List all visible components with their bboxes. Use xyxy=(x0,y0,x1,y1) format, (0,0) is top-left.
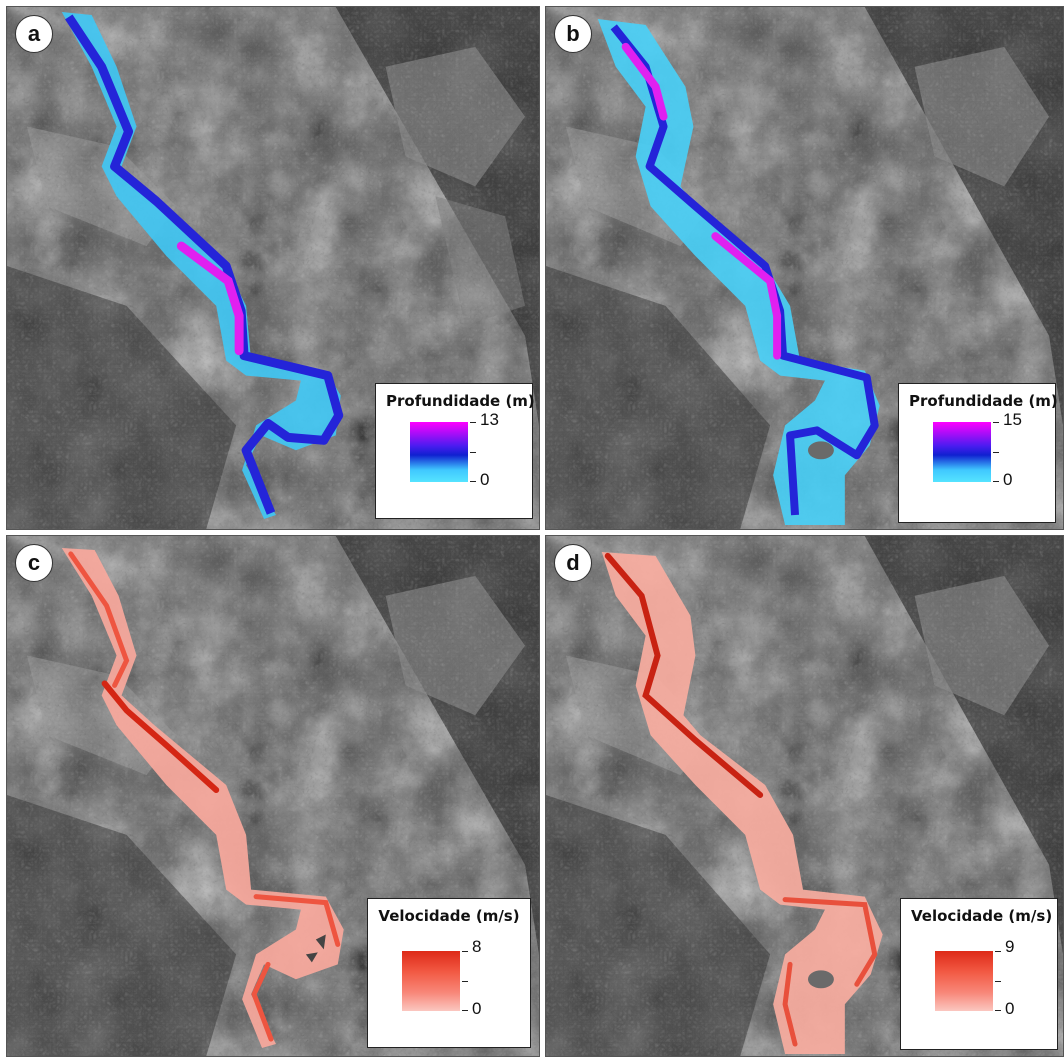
legend-tick-min xyxy=(993,481,999,482)
river-channel-deep xyxy=(610,24,879,516)
legend-max-value: 13 xyxy=(480,410,499,429)
legend-min-value: 0 xyxy=(480,470,490,489)
velocity-color-ramp xyxy=(402,951,460,1011)
river-depth-flood-extent xyxy=(597,18,880,526)
legend-min-value: 0 xyxy=(1005,999,1015,1018)
map-panel-b: b Profundidade (m) 15 0 xyxy=(545,6,1064,530)
legend-tick-min xyxy=(470,481,476,482)
legend-max-value: 9 xyxy=(1005,937,1015,956)
legend-tick-max xyxy=(993,422,999,423)
legend-tick-max xyxy=(995,951,1001,952)
depth-legend-b: Profundidade (m) 15 0 xyxy=(898,383,1058,523)
legend-tick-mid xyxy=(995,981,1001,982)
legend-title: Profundidade (m) xyxy=(386,392,535,410)
legend-title: Velocidade (m/s) xyxy=(378,907,520,925)
legend-tick-mid xyxy=(470,452,476,453)
river-channel-deep xyxy=(65,14,344,515)
legend-min-value: 0 xyxy=(1003,470,1013,489)
river-velocity-high xyxy=(604,552,764,798)
river-channel-deepest xyxy=(621,42,782,360)
river-velocity-extent xyxy=(61,547,344,1049)
river-velocity-extent xyxy=(601,551,883,1055)
legend-min-value: 0 xyxy=(472,999,482,1018)
legend-max-value: 15 xyxy=(1003,410,1022,429)
map-panel-a: a Profundidade (m) 13 0 xyxy=(6,6,540,530)
panel-label-c: c xyxy=(15,544,53,582)
legend-tick-mid xyxy=(993,452,999,453)
satellite-basemap xyxy=(546,7,1063,529)
river-velocity-mid xyxy=(68,551,341,1042)
legend-max-value: 8 xyxy=(472,937,482,956)
river-channel-deepest xyxy=(176,241,244,356)
map-panel-d: d Velocidade (m/s) 9 0 xyxy=(545,535,1064,1057)
legend-tick-mid xyxy=(462,981,468,982)
legend-tick-max xyxy=(462,951,468,952)
river-velocity-mid xyxy=(782,897,878,1047)
velocity-legend-d: Velocidade (m/s) 9 0 xyxy=(900,898,1058,1050)
legend-tick-min xyxy=(995,1010,1001,1011)
panel-label-b: b xyxy=(554,15,592,53)
legend-tick-max xyxy=(470,422,476,423)
legend-title: Profundidade (m) xyxy=(909,392,1058,410)
depth-legend-a: Profundidade (m) 13 0 xyxy=(375,383,535,519)
map-panel-c: c Velocidade (m/s) 8 0 xyxy=(6,535,540,1057)
velocity-color-ramp xyxy=(935,951,993,1011)
panel-label-a: a xyxy=(15,15,53,53)
legend-tick-min xyxy=(462,1010,468,1011)
velocity-legend-c: Velocidade (m/s) 8 0 xyxy=(367,898,531,1048)
depth-color-ramp xyxy=(933,422,991,482)
legend-title: Velocidade (m/s) xyxy=(911,907,1053,925)
satellite-basemap xyxy=(7,7,539,529)
river-velocity-high xyxy=(101,680,220,794)
depth-color-ramp xyxy=(410,422,468,482)
panel-label-d: d xyxy=(554,544,592,582)
